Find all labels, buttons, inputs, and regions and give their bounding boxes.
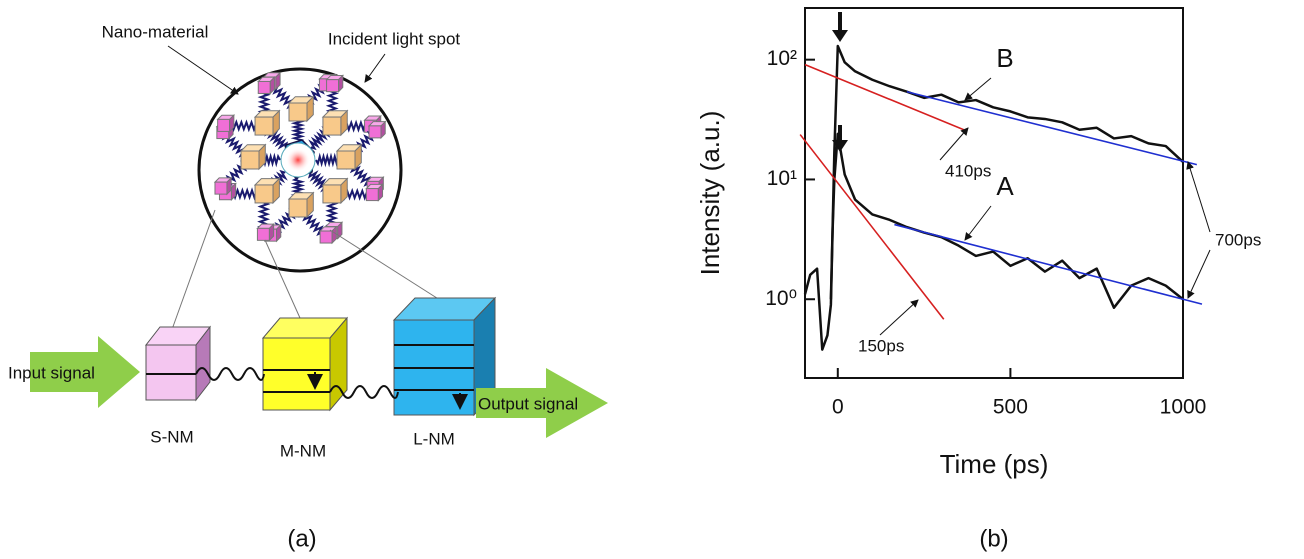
label: Input signal	[8, 363, 95, 382]
cube-face	[320, 231, 332, 243]
cube-face	[258, 81, 270, 93]
s-nm-cube	[146, 345, 196, 400]
annotation: 410ps	[945, 161, 991, 180]
pointer	[365, 54, 385, 82]
figure: Nano-material Incident light spot	[0, 0, 1304, 559]
cube-face	[255, 117, 273, 135]
guide-line	[330, 230, 440, 300]
y-axis-label: Intensity (a.u.)	[695, 111, 725, 276]
series-label: B	[996, 43, 1013, 73]
x-tick-label: 1000	[1160, 396, 1207, 419]
pointer	[965, 78, 991, 100]
fit-line	[805, 65, 964, 130]
cube-face	[369, 126, 381, 138]
label: M-NM	[280, 441, 326, 460]
plot-frame	[805, 8, 1183, 378]
panel-a: Nano-material Incident light spot	[8, 22, 608, 552]
cube-face	[289, 199, 307, 217]
pointer	[1188, 162, 1210, 232]
cube-face	[257, 228, 269, 240]
cube-face	[323, 185, 341, 203]
x-tick-label: 500	[993, 396, 1028, 419]
center-glow	[286, 148, 310, 172]
cube-face	[218, 119, 230, 131]
y-tick-label: 10⁰	[765, 287, 797, 310]
cube-face	[289, 103, 307, 121]
cube-face	[366, 189, 378, 201]
x-tick-label: 0	[832, 396, 844, 419]
fit-line	[907, 92, 1197, 165]
pointer	[1188, 250, 1210, 298]
x-axis-label: Time (ps)	[940, 449, 1049, 479]
y-tick-label: 10²	[767, 47, 797, 70]
label: Nano-material	[102, 22, 209, 41]
cube-face	[337, 151, 355, 169]
label: Incident light spot	[328, 29, 461, 48]
panel-b: Time (ps) Intensity (a.u.) (b) 0 500 1000 1…	[695, 8, 1261, 552]
cube-face	[323, 117, 341, 135]
guide-line	[170, 210, 215, 335]
panel-label: (b)	[979, 525, 1008, 552]
pointer	[880, 300, 918, 335]
annotation: 150ps	[858, 336, 904, 355]
label: S-NM	[150, 427, 193, 446]
y-tick-label: 10¹	[767, 167, 797, 190]
m-nm-cube	[263, 338, 330, 410]
series-label: A	[996, 171, 1014, 201]
pointer	[965, 206, 991, 240]
cube-face	[215, 182, 227, 194]
pointer	[168, 46, 238, 94]
annotation: 700ps	[1215, 230, 1261, 249]
cube-face	[327, 80, 339, 92]
cube-face	[255, 185, 273, 203]
label: L-NM	[413, 429, 455, 448]
peak-arrow-head	[832, 30, 848, 42]
cube-face	[241, 151, 259, 169]
data-line	[805, 134, 1183, 350]
label: Output signal	[478, 394, 578, 413]
pointer	[940, 128, 968, 160]
fit-line	[894, 225, 1202, 305]
panel-label: (a)	[287, 525, 316, 552]
fit-line	[800, 135, 944, 320]
